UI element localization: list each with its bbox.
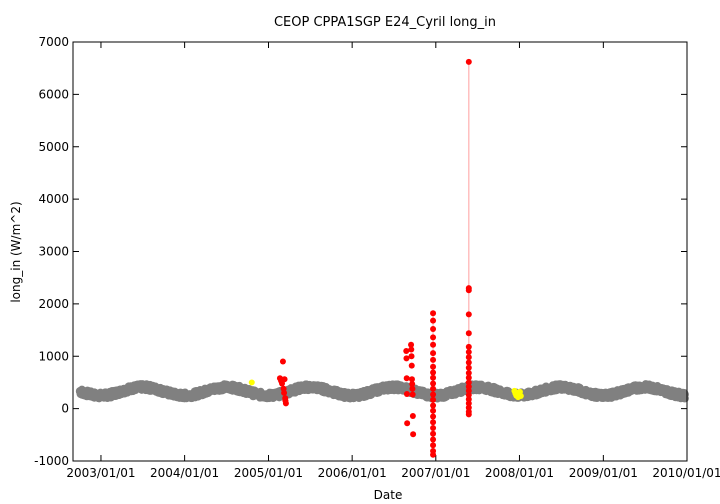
data-point-flagged — [408, 376, 415, 383]
data-point-flagged — [430, 374, 437, 381]
x-axis: 2003/01/01 2004/01/01 2005/01/01 2006/01/01… — [66, 42, 720, 480]
data-point-flagged — [465, 349, 472, 356]
data-point-flagged — [409, 381, 416, 388]
data-point-flagged — [430, 385, 437, 392]
data-point-flagged — [430, 425, 437, 432]
y-tick-label: 1000 — [38, 349, 69, 363]
data-point-flagged — [430, 363, 437, 370]
chart-title: CEOP CPPA1SGP E24_Cyril long_in — [274, 15, 496, 30]
data-point-flagged — [410, 431, 417, 438]
x-tick-label: 2003/01/01 — [66, 466, 135, 480]
data-point-flagged — [430, 430, 437, 437]
data-point-flagged — [465, 392, 472, 399]
data-point-flagged — [465, 354, 472, 361]
data-point-flagged — [430, 380, 437, 387]
x-tick-label: 2010/01/01 — [652, 466, 720, 480]
data-point-flagged — [465, 374, 472, 381]
series-normal — [75, 380, 689, 403]
data-point-flagged — [465, 370, 472, 377]
data-point-flagged — [279, 358, 286, 365]
data-point-flagged — [282, 400, 289, 407]
data-point-flagged — [403, 355, 410, 362]
data-point-flagged — [430, 326, 437, 333]
data-point-flagged — [408, 341, 415, 348]
data-point-flagged — [465, 287, 472, 294]
series-suspect — [248, 379, 524, 401]
y-axis-title: long_in (W/m^2) — [9, 201, 23, 302]
y-tick-label: 0 — [61, 402, 69, 416]
data-point-flagged — [465, 383, 472, 390]
data-point-flagged — [430, 402, 437, 409]
y-tick-label: 4000 — [38, 192, 69, 206]
data-point-flagged — [430, 317, 437, 324]
y-tick-label: 2000 — [38, 297, 69, 311]
x-tick-label: 2006/01/01 — [318, 466, 387, 480]
data-point-flagged — [281, 376, 288, 383]
y-tick-label: 3000 — [38, 245, 69, 259]
data-point-flagged — [408, 353, 415, 360]
data-point-flagged — [465, 411, 472, 418]
data-point-flagged — [409, 385, 416, 392]
data-point-flagged — [430, 391, 437, 398]
x-tick-label: 2007/01/01 — [401, 466, 470, 480]
data-point-flagged — [465, 359, 472, 366]
data-point-flagged — [430, 407, 437, 414]
data-point-flagged — [281, 389, 288, 396]
data-point-flagged — [430, 334, 437, 341]
data-point-flagged — [403, 375, 410, 382]
data-point-flagged — [465, 396, 472, 403]
data-point-flagged — [465, 311, 472, 318]
data-point-flagged — [430, 369, 437, 376]
data-point-flagged — [465, 364, 472, 371]
y-axis: -1000 0 1000 2000 3000 4000 5000 6000 7000 — [34, 35, 687, 468]
x-tick-label: 2009/01/01 — [569, 466, 638, 480]
data-point-flagged — [430, 419, 437, 426]
data-point-flagged — [430, 310, 437, 317]
data-point-flagged — [430, 451, 437, 458]
x-tick-label: 2005/01/01 — [234, 466, 303, 480]
data-point-suspect — [248, 379, 255, 386]
data-point-flagged — [430, 356, 437, 363]
data-point-flagged — [465, 400, 472, 407]
y-tick-label: -1000 — [34, 454, 69, 468]
x-tick-label: 2008/01/01 — [485, 466, 554, 480]
data-point-flagged — [404, 420, 411, 427]
data-point-flagged — [465, 343, 472, 350]
data-point-flagged — [430, 442, 437, 449]
x-tick-label: 2004/01/01 — [150, 466, 219, 480]
data-point-flagged — [403, 348, 410, 355]
data-point-flagged — [465, 379, 472, 386]
data-point-flagged — [403, 390, 410, 397]
data-point-flagged — [408, 346, 415, 353]
data-point-flagged — [430, 341, 437, 348]
data-point-flagged — [409, 391, 416, 398]
data-point-flagged — [430, 350, 437, 357]
data-point-flagged — [430, 413, 437, 420]
data-point-flagged — [409, 412, 416, 419]
data-point-flagged — [408, 362, 415, 369]
data-point-flagged — [465, 330, 472, 337]
x-axis-title: Date — [374, 488, 403, 502]
series-flagged — [276, 58, 472, 458]
data-point-flagged — [465, 58, 472, 65]
y-tick-label: 7000 — [38, 35, 69, 49]
data-point-flagged — [430, 396, 437, 403]
y-tick-label: 6000 — [38, 87, 69, 101]
data-point-flagged — [430, 436, 437, 443]
data-point-flagged — [465, 404, 472, 411]
y-tick-label: 5000 — [38, 140, 69, 154]
plot-frame — [72, 41, 688, 462]
data-point-suspect — [517, 393, 524, 400]
data-point-normal — [680, 394, 689, 403]
data-point-flagged — [465, 387, 472, 394]
